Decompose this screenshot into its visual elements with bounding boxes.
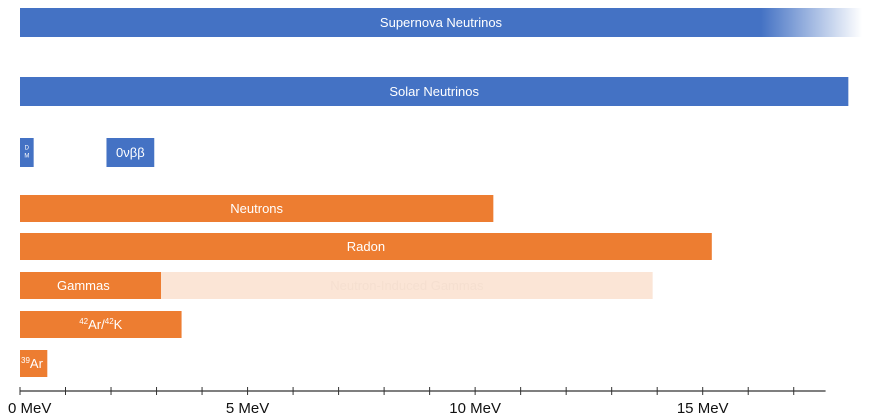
bar-solar-neutrinos xyxy=(20,77,849,106)
bar-label-neutrons: Neutrons xyxy=(230,201,283,216)
bar-radon xyxy=(20,233,712,260)
bar-label-gammas: Gammas xyxy=(57,278,110,293)
bar-neutron-induced-gammas xyxy=(161,272,653,299)
bar-39ar xyxy=(20,350,48,377)
x-tick-label: 15 MeV xyxy=(677,400,729,414)
x-tick-label: 0 MeV xyxy=(8,400,51,414)
bar-label-neutron-induced-gammas: Neutron-Induced Gammas xyxy=(330,278,484,293)
bar-label-radon: Radon xyxy=(347,239,385,254)
bars-layer xyxy=(20,8,862,377)
bar-labels-layer: Supernova Neutrinos Solar Neutrinos D M 0νββ… xyxy=(21,15,503,371)
bar-label-supernova-neutrinos: Supernova Neutrinos xyxy=(380,15,503,30)
bar-42ar-42k xyxy=(20,311,182,338)
bar-d-m xyxy=(20,138,34,167)
bar-label-39ar: 39Ar xyxy=(21,356,44,371)
x-tick-label: 10 MeV xyxy=(449,400,501,414)
x-axis: 0 MeV 5 MeV 10 MeV 15 MeV xyxy=(8,387,826,414)
bar-supernova-neutrinos xyxy=(20,8,862,37)
bar-label-0: 0νββ xyxy=(116,145,145,160)
bar-neutrons xyxy=(20,195,494,222)
x-tick-label: 5 MeV xyxy=(226,400,269,414)
bar-label-42ar-42k: 42Ar/42K xyxy=(79,317,122,332)
bar-0 xyxy=(106,138,155,167)
bar-gammas xyxy=(20,272,162,299)
bar-label-solar-neutrinos: Solar Neutrinos xyxy=(389,84,479,99)
